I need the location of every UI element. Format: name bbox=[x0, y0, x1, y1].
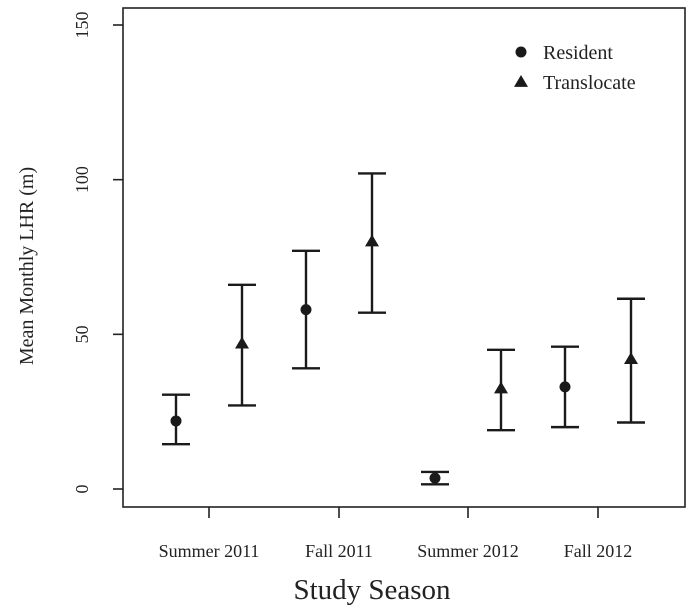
legend-circle-icon bbox=[515, 46, 527, 58]
point-marker-triangle bbox=[235, 336, 249, 349]
y-tick-label: 100 bbox=[72, 166, 92, 193]
point-marker-circle bbox=[559, 381, 571, 393]
series-translocate bbox=[228, 172, 645, 432]
point-marker-triangle bbox=[365, 234, 379, 247]
y-axis-title: Mean Monthly LHR (m) bbox=[16, 167, 38, 365]
plot-frame bbox=[122, 7, 686, 508]
legend: Resident Translocate bbox=[514, 42, 636, 94]
y-tick-label: 0 bbox=[72, 485, 92, 494]
point-marker-circle bbox=[170, 415, 182, 427]
point-marker-triangle bbox=[494, 381, 508, 394]
axes: 0 50 100 150 Summer 2011 Fall 2011 Summer 2012… bbox=[72, 7, 686, 561]
legend-label: Resident bbox=[543, 42, 613, 64]
x-tick-label: Fall 2012 bbox=[564, 541, 633, 561]
data-marks bbox=[162, 172, 645, 486]
x-tick-label: Fall 2011 bbox=[305, 541, 373, 561]
y-tick-label: 50 bbox=[72, 325, 92, 343]
point-marker-triangle bbox=[624, 352, 638, 364]
legend-label: Translocate bbox=[543, 72, 636, 94]
x-axis-title: Study Season bbox=[293, 574, 451, 606]
point-marker-circle bbox=[429, 472, 441, 484]
point-marker-circle bbox=[300, 304, 312, 316]
x-tick-label: Summer 2012 bbox=[417, 541, 519, 561]
x-tick-label: Summer 2011 bbox=[159, 541, 260, 561]
series-resident bbox=[162, 249, 579, 486]
y-tick-label: 150 bbox=[72, 12, 92, 39]
legend-triangle-icon bbox=[514, 75, 528, 87]
